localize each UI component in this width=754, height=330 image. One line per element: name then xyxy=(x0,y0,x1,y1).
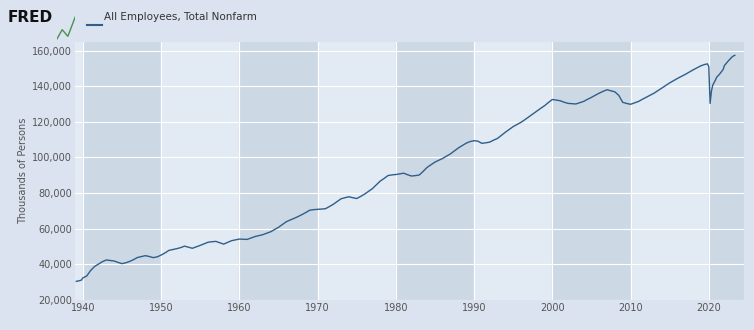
Bar xyxy=(552,42,630,300)
Bar xyxy=(630,42,709,300)
Bar xyxy=(75,42,83,300)
Y-axis label: Thousands of Persons: Thousands of Persons xyxy=(18,117,28,224)
Text: All Employees, Total Nonfarm: All Employees, Total Nonfarm xyxy=(104,12,257,21)
Text: FRED: FRED xyxy=(8,10,53,25)
Bar xyxy=(709,42,754,300)
Bar xyxy=(83,42,161,300)
Bar xyxy=(474,42,552,300)
Bar xyxy=(161,42,239,300)
Bar xyxy=(317,42,396,300)
Bar xyxy=(239,42,317,300)
Bar xyxy=(396,42,474,300)
